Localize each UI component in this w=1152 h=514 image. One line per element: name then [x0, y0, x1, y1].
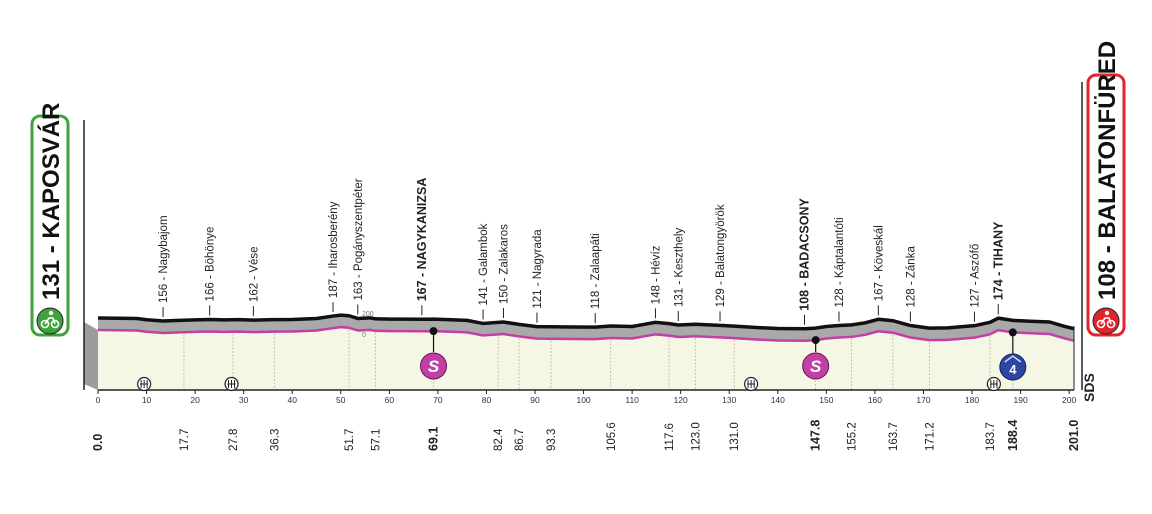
place-label: 141 - Galambok — [478, 223, 490, 305]
place-label: 131 - Keszthely — [673, 228, 685, 308]
distance-tick-label: 140 — [771, 395, 785, 405]
place-label: 167 - Köveskál — [873, 225, 885, 301]
distance-tick-label: 40 — [287, 395, 297, 405]
distance-tick-label: 20 — [190, 395, 200, 405]
distance-tick-label: 160 — [868, 395, 882, 405]
altitude-tick-label: 200 — [362, 311, 374, 318]
place-label: 118 - Zalaapáti — [590, 233, 602, 309]
place-label: 121 - Nagyrada — [532, 229, 544, 309]
place-label: 162 - Vése — [248, 246, 260, 302]
distance-mark-label: 163.7 — [888, 422, 900, 451]
profile-face-3d — [84, 322, 98, 390]
finish-cyclist-icon — [1092, 307, 1120, 335]
distance-mark-label: 86.7 — [514, 429, 526, 451]
distance-mark-label: 123.0 — [690, 422, 702, 451]
distance-tick-label: 190 — [1013, 395, 1027, 405]
distance-mark-label: 27.8 — [228, 429, 240, 451]
distance-mark-label: 155.2 — [847, 422, 859, 451]
distance-tick-label: 180 — [965, 395, 979, 405]
railway-crossing-icon — [743, 376, 759, 392]
distance-tick-label: 120 — [674, 395, 688, 405]
climb-point — [1008, 328, 1017, 337]
distance-tick-label: 30 — [239, 395, 249, 405]
mountain-peak-icon — [1004, 355, 1022, 363]
profile-ground — [98, 327, 1074, 390]
distance-tick-label: 170 — [916, 395, 930, 405]
start-badge: 131 - KAPOSVÁR — [30, 103, 70, 337]
distance-mark-label: 183.7 — [985, 422, 997, 451]
railway-crossing-icon — [137, 376, 152, 392]
distance-mark-label: 131.0 — [729, 422, 741, 451]
place-label: 156 - Nagybajom — [158, 215, 170, 303]
railway-crossing-icon — [224, 376, 239, 392]
place-label: 187 - Iharosberény — [328, 201, 340, 298]
profile-route-line — [97, 325, 1075, 342]
distance-mark-label: 82.4 — [493, 428, 505, 451]
distance-tick-label: 150 — [819, 395, 833, 405]
start-label: 131 - KAPOSVÁR — [37, 103, 65, 300]
place-labels: 156 - Nagybajom 166 - Böhönye 162 - Vése 18… — [158, 178, 1005, 325]
place-label: 108 - BADACSONY — [798, 198, 812, 311]
distance-tick-label: 110 — [625, 395, 639, 405]
place-label: 167 - NAGYKANIZSA — [415, 178, 429, 302]
distance-mark-label: 188.4 — [1006, 420, 1020, 451]
start-badge-frame — [30, 114, 70, 337]
distance-tick-label: 0 — [96, 395, 101, 405]
brand-logo-text: SDS — [1081, 373, 1097, 402]
place-label: 128 - Zánka — [905, 246, 917, 308]
finish-badge: 108 - BALATONFÜRED — [1086, 41, 1126, 337]
distance-tick-label: 70 — [433, 395, 443, 405]
distance-tick-label: 10 — [142, 395, 152, 405]
place-label: 148 - Hévíz — [650, 245, 662, 304]
profile-ridge-line — [97, 313, 1075, 331]
distance-tick-label: 90 — [530, 395, 540, 405]
climb-category-label: 4 — [1009, 362, 1017, 377]
altitude-tick-label: 0 — [362, 332, 366, 339]
place-label: 150 - Zalakaros — [498, 224, 510, 304]
distance-mark-label: 117.6 — [664, 423, 676, 451]
distance-mark-label: 105.6 — [606, 422, 618, 451]
distance-mark-label: 147.8 — [809, 420, 823, 451]
distance-mark-label: 36.3 — [269, 429, 281, 451]
finish-label: 108 - BALATONFÜRED — [1094, 41, 1121, 300]
distance-tick-label: 130 — [722, 395, 736, 405]
sprint-point — [429, 327, 438, 336]
distance-tick-label: 100 — [576, 395, 590, 405]
sprint-label: S — [428, 357, 440, 376]
place-label: 127 - Aszófő — [969, 244, 981, 308]
distance-mark-label: 93.3 — [546, 429, 558, 451]
distance-mark-label: 69.1 — [427, 427, 441, 451]
distance-tick-label: 50 — [336, 395, 346, 405]
distance-tick-label: 80 — [482, 395, 492, 405]
railway-crossing-icon — [986, 376, 1001, 392]
place-label: 128 - Káptalantóti — [834, 217, 846, 307]
cyclist-icon — [36, 307, 64, 335]
distance-tick-label: 60 — [385, 395, 395, 405]
distance-mark-label: 51.7 — [344, 429, 356, 451]
sprint-label: S — [810, 357, 822, 376]
place-label: 129 - Balatongyörök — [715, 204, 727, 307]
distance-mark-label: 201.0 — [1067, 420, 1081, 451]
place-label: 163 - Pogányszentpéter — [353, 178, 365, 300]
distance-tick-label: 200 — [1062, 395, 1076, 405]
distance-axis: 0 10 20 30 40 50 60 70 80 90 100 110 120 130 140 150 160… — [96, 390, 1077, 405]
distance-marks: 0.0 17.7 27.8 36.3 51.7 57.1 69.1 82.4 86.7 93.3 1… — [91, 420, 1081, 451]
distance-mark-label: 17.7 — [179, 429, 191, 451]
sprint-icon — [420, 352, 448, 380]
finish-badge-frame — [1086, 73, 1126, 337]
sprint-point — [811, 336, 820, 345]
route-markers: S S 4 — [137, 327, 1027, 392]
distance-mark-label: 0.0 — [91, 434, 105, 451]
distance-mark-label: 57.1 — [370, 429, 382, 451]
distance-mark-label: 171.2 — [924, 422, 936, 451]
sprint-icon — [802, 352, 830, 380]
place-label: 166 - Böhönye — [205, 227, 217, 302]
place-label: 174 - TIHANY — [991, 221, 1005, 300]
